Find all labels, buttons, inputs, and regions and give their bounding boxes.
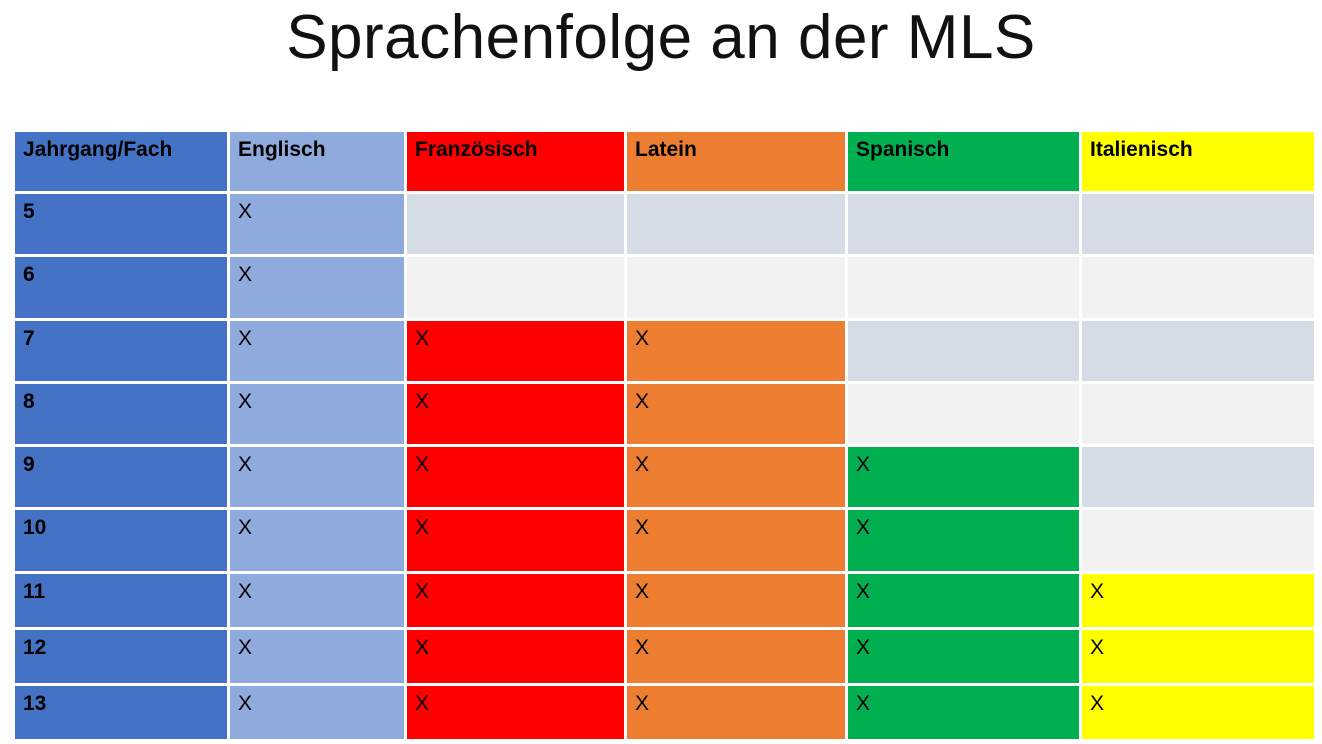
cell-englisch: X [227,380,407,448]
table-row: 12 X X X X X [12,626,1317,686]
cell-franzoesisch [404,254,627,321]
cell-jahrgang: 10 [12,507,230,574]
cell-latein: X [624,317,848,384]
cell-jahrgang: 9 [12,444,230,511]
table-row: 13 X X X X X [12,682,1317,743]
cell-italienisch [1079,317,1317,384]
cell-italienisch: X [1079,626,1317,686]
page-title: Sprachenfolge an der MLS [286,3,1036,72]
header-franzoesisch: Französisch [404,129,627,194]
cell-spanisch: X [845,626,1082,686]
cell-spanisch [845,317,1082,384]
cell-spanisch [845,254,1082,321]
cell-spanisch: X [845,570,1082,630]
cell-italienisch [1079,507,1317,574]
header-spanisch: Spanisch [845,129,1082,194]
cell-latein: X [624,682,848,743]
cell-italienisch: X [1079,682,1317,743]
cell-jahrgang: 6 [12,254,230,321]
table-body: 5 X 6 X 7 X X X 8 X X X 9 X X X X 10 X X X X 11 X X X X X 12 X X X X X 13 X… [12,190,1317,743]
cell-englisch: X [227,507,407,574]
cell-jahrgang: 13 [12,682,230,743]
cell-franzoesisch [404,190,627,258]
cell-latein: X [624,444,848,511]
header-italienisch: Italienisch [1079,129,1317,194]
header-englisch: Englisch [227,129,407,194]
cell-jahrgang: 11 [12,570,230,630]
cell-englisch: X [227,444,407,511]
cell-englisch: X [227,190,407,258]
cell-franzoesisch: X [404,444,627,511]
cell-franzoesisch: X [404,626,627,686]
cell-latein: X [624,570,848,630]
cell-jahrgang: 7 [12,317,230,384]
cell-englisch: X [227,626,407,686]
cell-jahrgang: 12 [12,626,230,686]
cell-spanisch [845,380,1082,448]
header-jahrgang-fach: Jahrgang/Fach [12,129,230,194]
cell-franzoesisch: X [404,682,627,743]
cell-jahrgang: 5 [12,190,230,258]
cell-spanisch: X [845,682,1082,743]
cell-englisch: X [227,570,407,630]
cell-latein: X [624,626,848,686]
cell-franzoesisch: X [404,317,627,384]
cell-italienisch: X [1079,570,1317,630]
cell-englisch: X [227,254,407,321]
table-header-row: Jahrgang/Fach Englisch Französisch Latei… [12,129,1317,194]
cell-italienisch [1079,190,1317,258]
cell-englisch: X [227,682,407,743]
cell-spanisch [845,190,1082,258]
cell-latein: X [624,507,848,574]
cell-spanisch: X [845,507,1082,574]
language-sequence-table: Jahrgang/Fach Englisch Französisch Latei… [12,129,1317,743]
cell-latein [624,190,848,258]
cell-latein [624,254,848,321]
cell-spanisch: X [845,444,1082,511]
cell-italienisch [1079,444,1317,511]
cell-franzoesisch: X [404,570,627,630]
cell-italienisch [1079,380,1317,448]
cell-italienisch [1079,254,1317,321]
header-latein: Latein [624,129,848,194]
cell-franzoesisch: X [404,380,627,448]
cell-franzoesisch: X [404,507,627,574]
table-row: 10 X X X X [12,507,1317,574]
table-row: 11 X X X X X [12,570,1317,630]
cell-jahrgang: 8 [12,380,230,448]
cell-englisch: X [227,317,407,384]
cell-latein: X [624,380,848,448]
